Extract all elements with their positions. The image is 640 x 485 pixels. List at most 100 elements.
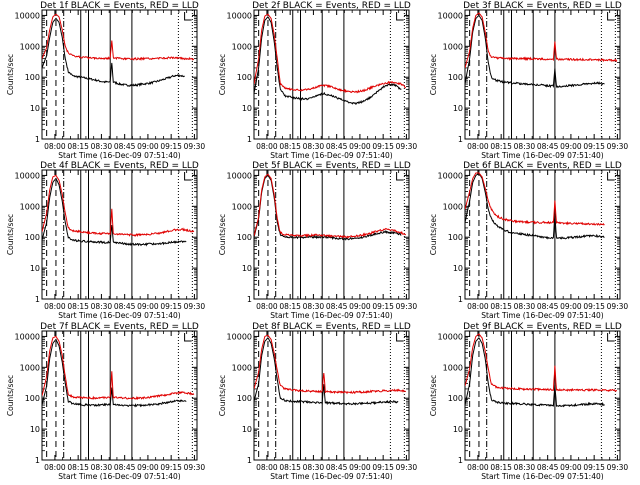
y-tick-label: 100	[25, 394, 40, 403]
chart-title: Det 3f BLACK = Events, RED = LLD	[463, 1, 622, 11]
x-tick-label: 08:45	[537, 463, 559, 472]
events-series-line	[254, 16, 402, 106]
x-tick-label: 08:45	[326, 302, 348, 311]
L-marker	[184, 172, 192, 181]
x-tick-label: 09:30	[396, 142, 418, 151]
chart-title: Det 9f BLACK = Events, RED = LLD	[463, 322, 622, 332]
x-tick-label: 08:45	[537, 302, 559, 311]
x-tick-label: 09:30	[184, 142, 206, 151]
y-tick-label: 100	[25, 233, 40, 242]
chart-title: Det 2f BLACK = Events, RED = LLD	[252, 1, 411, 11]
y-axis-label: Counts/sec	[429, 214, 438, 255]
y-tick-label: 1000	[443, 363, 463, 372]
y-axis-label: Counts/sec	[429, 54, 438, 95]
x-tick-label: 09:30	[607, 302, 629, 311]
x-tick-label: 09:15	[583, 302, 605, 311]
y-tick-label: 10	[453, 264, 463, 273]
y-tick-label: 10000	[227, 11, 252, 20]
x-tick-label: 08:30	[514, 463, 536, 472]
chart-title: Det 4f BLACK = Events, RED = LLD	[40, 161, 199, 171]
x-tick-label: 09:15	[160, 463, 182, 472]
y-tick-label: 10000	[438, 11, 463, 20]
x-axis-label: Start Time (16-Dec-09 07:51:40)	[58, 151, 180, 160]
x-tick-label: 08:00	[44, 142, 66, 151]
x-tick-label: 09:30	[184, 463, 206, 472]
x-tick-label: 09:15	[160, 302, 182, 311]
chart-panel-8: Det 8f BLACK = Events, RED = LLD 1 10 100 10…	[218, 322, 418, 481]
L-marker	[607, 12, 615, 21]
chart-panel-1: Det 1f BLACK = Events, RED = LLD 1 10 100 10…	[6, 1, 205, 160]
x-tick-label: 08:45	[114, 463, 136, 472]
x-tick-label: 08:00	[256, 142, 278, 151]
y-tick-label: 100	[237, 233, 252, 242]
y-tick-label: 1000	[20, 202, 40, 211]
chart-panel-7: Det 7f BLACK = Events, RED = LLD 1 10 100 10…	[6, 322, 206, 481]
y-axis-label: Counts/sec	[218, 214, 227, 255]
y-tick-label: 10	[242, 425, 252, 434]
L-marker	[184, 12, 192, 21]
x-tick-label: 08:45	[114, 142, 136, 151]
x-tick-label: 09:30	[396, 463, 418, 472]
y-tick-label: 10	[30, 425, 40, 434]
x-tick-label: 09:15	[160, 142, 182, 151]
y-tick-label: 1000	[443, 42, 463, 51]
x-tick-label: 08:30	[514, 142, 536, 151]
y-tick-label: 10	[453, 104, 463, 113]
events-series-line	[42, 17, 185, 87]
x-tick-label: 08:30	[303, 302, 325, 311]
y-axis-label: Counts/sec	[6, 214, 15, 255]
plot-frame	[41, 9, 198, 140]
chart-panel-3: Det 3f BLACK = Events, RED = LLD 1 10 100 10…	[429, 1, 628, 160]
x-tick-label: 08:15	[279, 463, 301, 472]
y-axis-label: Counts/sec	[218, 54, 227, 95]
plot-frame	[464, 330, 621, 461]
x-tick-label: 08:15	[67, 463, 89, 472]
y-tick-label: 1000	[20, 363, 40, 372]
x-tick-label: 08:15	[490, 142, 512, 151]
x-tick-label: 08:30	[303, 142, 325, 151]
x-tick-label: 08:30	[91, 302, 113, 311]
x-tick-label: 09:00	[137, 463, 159, 472]
events-series-line	[254, 337, 399, 406]
L-marker	[396, 172, 404, 181]
y-tick-label: 10000	[15, 332, 40, 341]
x-tick-label: 09:00	[349, 463, 371, 472]
y-axis-label: Counts/sec	[218, 375, 227, 416]
y-tick-label: 1	[247, 135, 252, 144]
y-tick-label: 1	[35, 135, 40, 144]
chart-title: Det 8f BLACK = Events, RED = LLD	[252, 322, 411, 332]
x-axis-label: Start Time (16-Dec-09 07:51:40)	[270, 151, 392, 160]
L-marker	[184, 333, 192, 342]
x-tick-label: 09:15	[583, 463, 605, 472]
lld-series-line	[465, 333, 617, 392]
y-tick-label: 10000	[438, 171, 463, 180]
x-tick-label: 09:15	[372, 302, 394, 311]
chart-panel-4: Det 4f BLACK = Events, RED = LLD 1 10 100 10…	[6, 161, 205, 320]
y-tick-label: 1000	[232, 363, 252, 372]
y-tick-label: 100	[448, 73, 463, 82]
x-tick-label: 08:15	[67, 142, 89, 151]
y-tick-label: 1	[458, 295, 463, 304]
events-series-line	[465, 337, 605, 408]
x-tick-label: 09:15	[372, 142, 394, 151]
plot-frame	[464, 9, 621, 140]
chart-panel-5: Det 5f BLACK = Events, RED = LLD 1 10 100 10…	[218, 161, 417, 320]
x-tick-label: 08:00	[256, 463, 278, 472]
chart-title: Det 1f BLACK = Events, RED = LLD	[40, 1, 199, 11]
x-tick-label: 08:00	[44, 302, 66, 311]
y-tick-label: 1	[247, 456, 252, 465]
x-tick-label: 08:45	[537, 142, 559, 151]
y-tick-label: 10	[242, 264, 252, 273]
plot-frame	[253, 9, 410, 140]
x-tick-label: 09:00	[137, 302, 159, 311]
y-tick-label: 10	[30, 264, 40, 273]
x-tick-label: 08:15	[490, 302, 512, 311]
L-marker	[607, 172, 615, 181]
x-tick-label: 08:00	[256, 302, 278, 311]
x-tick-label: 09:00	[560, 302, 582, 311]
x-tick-label: 09:15	[583, 142, 605, 151]
x-tick-label: 08:15	[279, 142, 301, 151]
plot-frame	[253, 330, 410, 461]
x-axis-label: Start Time (16-Dec-09 07:51:40)	[481, 472, 603, 480]
